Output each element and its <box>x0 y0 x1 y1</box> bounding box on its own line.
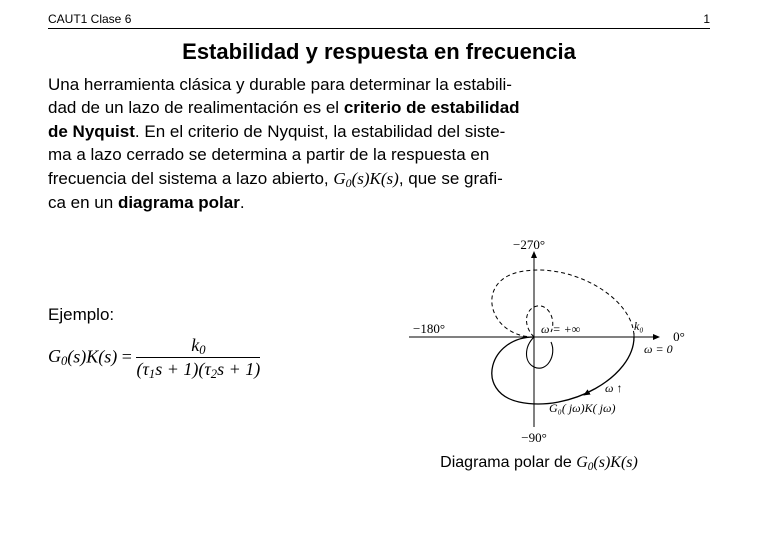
angle-left-label: −180° <box>413 321 445 336</box>
gk-curve-label: G₀( jω)K( jω) <box>549 401 615 415</box>
bold-nyquist: de Nyquist <box>48 122 135 141</box>
inline-math-gk: G0(s)K(s) <box>333 169 398 188</box>
eq-equals: = <box>122 346 137 366</box>
diagram-caption: Diagrama polar de G0(s)K(s) <box>368 454 710 473</box>
omega-inf-label: ω = +∞ <box>541 322 581 336</box>
omega-up-label: ω ↑ <box>605 381 622 395</box>
eq-fraction: k0 (τ1s + 1)(τ2s + 1) <box>136 335 260 382</box>
page-header: CAUT1 Clase 6 1 <box>48 12 710 29</box>
bold-criterio: criterio de estabilidad <box>344 98 520 117</box>
para-line-6c: . <box>240 193 245 212</box>
angle-bottom-label: −90° <box>521 430 547 445</box>
polar-diagram: −270° −180° 0° −90° ω = +∞ ω = 0 k₀ ω ↑ … <box>379 237 699 447</box>
example-block: Ejemplo: G 0 (s)K(s) = k0 (τ1s + 1)(τ2s + … <box>48 237 368 382</box>
omega-zero-label: ω = 0 <box>644 342 673 356</box>
para-line-1: Una herramienta clásica y durable para d… <box>48 75 512 94</box>
caption-prefix: Diagrama polar de <box>440 454 576 471</box>
page-title: Estabilidad y respuesta en frecuencia <box>48 39 710 65</box>
para-line-5a: frecuencia del sistema a lazo abierto, <box>48 169 333 188</box>
para-line-2a: dad de un lazo de realimentación es el <box>48 98 344 117</box>
eq-sK: (s)K(s) <box>67 346 117 366</box>
eq-num-sub0: 0 <box>199 343 205 357</box>
eq-num-k: k <box>191 335 199 355</box>
eq-G: G <box>48 346 61 366</box>
k0-label: k₀ <box>634 319 644 333</box>
caption-math: G0(s)K(s) <box>576 454 638 471</box>
para-line-3b: . En el criterio de Nyquist, la estabili… <box>135 122 505 141</box>
example-label: Ejemplo: <box>48 305 368 325</box>
header-left: CAUT1 Clase 6 <box>48 12 131 26</box>
para-line-5b: , que se grafi- <box>399 169 503 188</box>
para-line-4: ma a lazo cerrado se determina a partir … <box>48 145 489 164</box>
para-line-6a: ca en un <box>48 193 118 212</box>
header-right: 1 <box>703 12 710 26</box>
angle-top-label: −270° <box>513 237 545 252</box>
example-equation: G 0 (s)K(s) = k0 (τ1s + 1)(τ2s + 1) <box>48 335 368 382</box>
main-paragraph: Una herramienta clásica y durable para d… <box>48 73 710 215</box>
diagram-block: −270° −180° 0° −90° ω = +∞ ω = 0 k₀ ω ↑ … <box>368 237 710 473</box>
angle-right-label: 0° <box>673 329 685 344</box>
bold-diagrama: diagrama polar <box>118 193 240 212</box>
